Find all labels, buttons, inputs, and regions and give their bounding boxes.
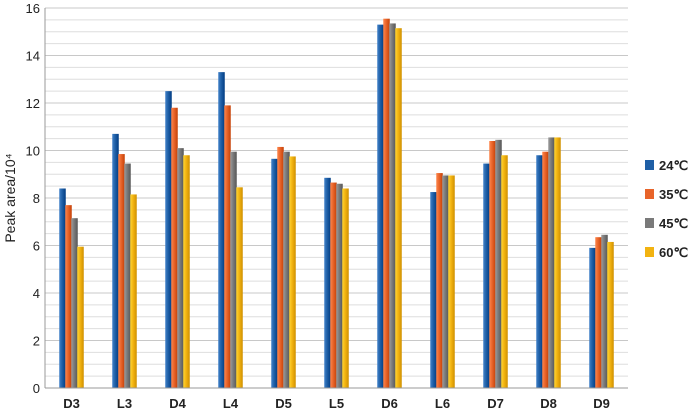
bar-D4-60℃ bbox=[183, 155, 190, 388]
bar-D3-45℃ bbox=[71, 218, 78, 388]
bar-L6-60℃ bbox=[448, 175, 455, 388]
bar-D8-35℃ bbox=[542, 151, 549, 388]
x-tick-label: D9 bbox=[593, 396, 610, 411]
bar-D4-35℃ bbox=[171, 107, 178, 388]
legend-label: 24℃ bbox=[659, 158, 688, 173]
y-tick-label: 16 bbox=[26, 1, 40, 16]
bar-D9-24℃ bbox=[589, 247, 596, 389]
y-tick-label: 10 bbox=[26, 144, 40, 159]
bar-L5-24℃ bbox=[324, 177, 331, 388]
y-tick-label: 0 bbox=[33, 381, 40, 396]
legend-label: 35℃ bbox=[659, 187, 688, 202]
bar-D9-35℃ bbox=[595, 237, 602, 388]
y-axis-title: Peak area/10⁴ bbox=[2, 153, 18, 242]
bar-L4-45℃ bbox=[230, 151, 237, 388]
y-tick-label: 2 bbox=[33, 334, 40, 349]
x-tick-label: L6 bbox=[435, 396, 450, 411]
bar-D7-35℃ bbox=[489, 141, 496, 388]
bar-D7-45℃ bbox=[495, 139, 502, 388]
bar-L5-60℃ bbox=[342, 188, 349, 388]
bar-L6-35℃ bbox=[436, 173, 443, 388]
legend-swatch bbox=[645, 189, 654, 199]
bar-L3-45℃ bbox=[124, 163, 131, 388]
legend-swatch bbox=[645, 247, 654, 257]
x-tick-label: L5 bbox=[329, 396, 344, 411]
x-tick-label: L4 bbox=[223, 396, 239, 411]
x-tick-label: D3 bbox=[63, 396, 80, 411]
bar-L3-24℃ bbox=[112, 133, 119, 388]
bar-D9-60℃ bbox=[607, 241, 614, 388]
bar-L5-35℃ bbox=[330, 182, 337, 388]
bar-D4-45℃ bbox=[177, 148, 184, 389]
x-tick-label: D4 bbox=[169, 396, 186, 411]
x-tick-label: L3 bbox=[117, 396, 132, 411]
bar-L3-35℃ bbox=[118, 154, 125, 388]
bar-D6-24℃ bbox=[377, 24, 384, 389]
bars bbox=[59, 18, 614, 389]
bar-D9-45℃ bbox=[601, 234, 608, 388]
bar-D5-60℃ bbox=[289, 156, 296, 388]
y-tick-label: 6 bbox=[33, 239, 40, 254]
bar-L4-60℃ bbox=[236, 187, 243, 388]
bar-D6-60℃ bbox=[395, 28, 402, 388]
bar-D5-24℃ bbox=[271, 158, 278, 388]
legend-swatch bbox=[645, 160, 654, 170]
x-tick-label: D6 bbox=[381, 396, 398, 411]
bar-D5-35℃ bbox=[277, 146, 284, 388]
y-tick-label: 12 bbox=[26, 96, 40, 111]
bar-D8-60℃ bbox=[554, 137, 561, 388]
bar-D8-45℃ bbox=[548, 137, 555, 388]
y-tick-label: 8 bbox=[33, 191, 40, 206]
bar-D7-60℃ bbox=[501, 155, 508, 388]
x-tick-label: D8 bbox=[540, 396, 557, 411]
legend-label: 45℃ bbox=[659, 216, 688, 231]
bar-D7-24℃ bbox=[483, 163, 490, 388]
bar-L5-45℃ bbox=[336, 183, 343, 388]
bar-D3-24℃ bbox=[59, 188, 66, 388]
x-tick-label: D7 bbox=[487, 396, 504, 411]
x-tick-label: D5 bbox=[275, 396, 292, 411]
bar-D6-45℃ bbox=[389, 23, 396, 388]
bar-L6-24℃ bbox=[430, 192, 437, 388]
bar-L3-60℃ bbox=[130, 194, 137, 388]
axes: 0 2 4 6 8 10 12 14 16 D3 L3 D4 L4 D5 L5 D6 L6 D7 D8 D9 bbox=[26, 1, 628, 411]
bar-L4-35℃ bbox=[224, 105, 231, 389]
bar-L6-45℃ bbox=[442, 175, 449, 388]
legend: 24℃ 35℃ 45℃ 60℃ bbox=[645, 158, 688, 260]
bar-D5-45℃ bbox=[283, 151, 290, 388]
bar-D3-35℃ bbox=[65, 205, 72, 389]
bar-D3-60℃ bbox=[77, 246, 84, 388]
bar-D6-35℃ bbox=[383, 18, 390, 388]
y-tick-label: 14 bbox=[26, 49, 40, 64]
legend-label: 60℃ bbox=[659, 245, 688, 260]
legend-swatch bbox=[645, 218, 654, 228]
bar-L4-24℃ bbox=[218, 72, 225, 389]
bar-D4-24℃ bbox=[165, 91, 172, 389]
bar-D8-24℃ bbox=[536, 155, 543, 388]
y-tick-label: 4 bbox=[33, 286, 40, 301]
